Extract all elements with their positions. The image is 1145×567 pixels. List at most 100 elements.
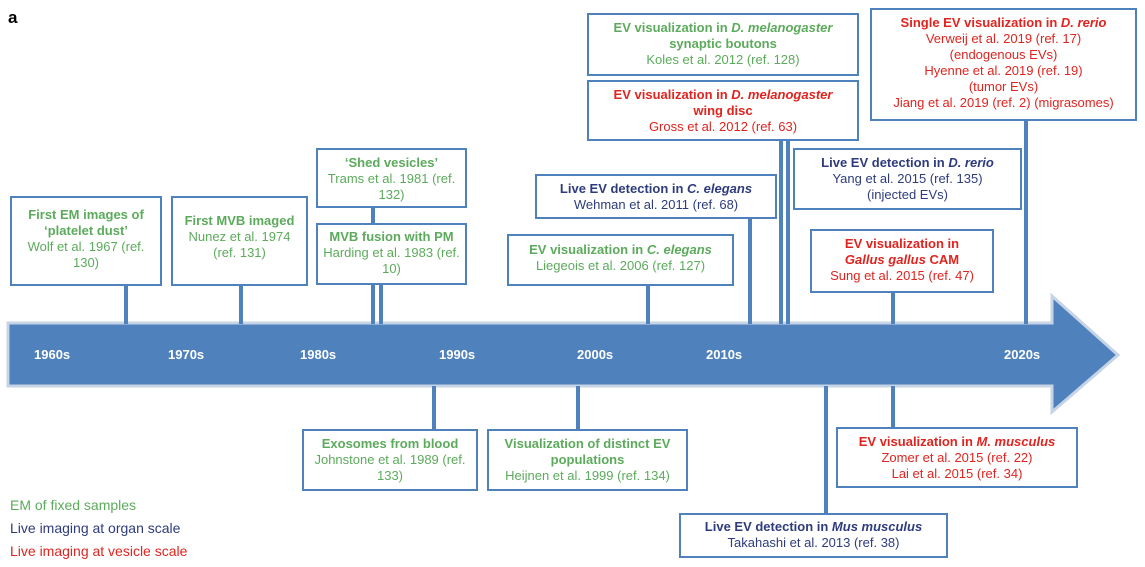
connector-2011 [748, 218, 752, 324]
decade-1990s: 1990s [439, 347, 476, 362]
event-box-2015-gallus: EV visualization in Gallus gallus CAM Su… [810, 229, 994, 293]
connector-1981-upper [371, 207, 375, 224]
event-box-1967: First EM images of ‘platelet dust’ Wolf … [10, 196, 162, 286]
connector-2015-gallus [891, 292, 895, 324]
connector-2012a [779, 140, 783, 324]
timeline-arrow-shape [6, 292, 1121, 416]
event-title-line2: synaptic boutons [669, 36, 777, 51]
event-box-2011: Live EV detection in C. elegans Wehman e… [535, 174, 777, 219]
event-title-species: C. elegans [687, 181, 753, 196]
event-title: EV visualization in D. melanogaster [593, 20, 853, 36]
event-box-2012-wing: EV visualization in D. melanogaster wing… [587, 80, 859, 141]
event-title-line2: wing disc [693, 103, 753, 118]
event-box-1989: Exosomes from blood Johnstone et al. 198… [302, 429, 478, 491]
decade-1960s: 1960s [34, 347, 71, 362]
event-title-species: D. rerio [1060, 15, 1107, 30]
event-citation: Yang et al. 2015 (ref. 135) [832, 171, 983, 186]
event-title: MVB fusion with PM [329, 229, 454, 244]
connector-1981 [371, 284, 375, 324]
event-box-1983: MVB fusion with PM Harding et al. 1983 (… [316, 223, 467, 285]
event-citation: Johnstone et al. 1989 (ref. 133) [314, 452, 466, 483]
event-box-2019: Single EV visualization in D. rerio Verw… [870, 8, 1137, 121]
decade-2000s: 2000s [577, 347, 614, 362]
legend-organ-scale: Live imaging at organ scale [10, 520, 181, 536]
event-title: Exosomes from blood [321, 436, 459, 451]
panel-label: a [8, 8, 18, 27]
event-title-text: Live EV detection in [704, 519, 832, 534]
connector-2012b [786, 140, 790, 324]
connector-2019 [1024, 120, 1028, 324]
event-title: EV visualization in D. melanogaster [593, 87, 853, 103]
event-citation: Koles et al. 2012 (ref. 128) [646, 52, 800, 67]
event-title: Single EV visualization in D. rerio [876, 15, 1131, 31]
event-citation: Nunez et al. 1974 (ref. 131) [188, 229, 291, 260]
event-title-text: EV visualization in [858, 434, 977, 449]
event-title-species: D. melanogaster [731, 87, 833, 102]
event-box-1981: ‘Shed vesicles’ Trams et al. 1981 (ref. … [316, 148, 467, 208]
event-title-species: M. musculus [976, 434, 1056, 449]
event-title-text: Live EV detection in [559, 181, 688, 196]
decade-2020s: 2020s [1004, 347, 1041, 362]
event-citation: Wehman et al. 2011 (ref. 68) [573, 197, 739, 212]
event-title-line2: Gallus gallus CAM [816, 252, 988, 268]
connector-1989 [432, 386, 436, 430]
event-title: Live EV detection in Mus musculus [685, 519, 942, 535]
event-title: EV visualization in [844, 236, 960, 251]
event-citation: Trams et al. 1981 (ref. 132) [327, 171, 456, 202]
connector-2013 [824, 386, 828, 514]
event-citation: Zomer et al. 2015 (ref. 22) [881, 450, 1033, 465]
event-title-text: CAM [925, 252, 960, 267]
event-title: Live EV detection in D. rerio [799, 155, 1016, 171]
legend-vesicle-scale: Live imaging at vesicle scale [10, 543, 188, 559]
event-title: First MVB imaged [184, 213, 295, 228]
event-box-2015-drerio: Live EV detection in D. rerio Yang et al… [793, 148, 1022, 210]
event-box-2012-synaptic: EV visualization in D. melanogaster syna… [587, 13, 859, 76]
connector-2015-mmus [891, 386, 895, 428]
event-citation: Liegeois et al. 2006 (ref. 127) [535, 258, 706, 273]
event-citation: Hyenne et al. 2019 (ref. 19) [924, 63, 1083, 78]
event-title: Live EV detection in C. elegans [541, 181, 771, 197]
event-title-species: Gallus gallus [844, 252, 926, 267]
event-box-2006: EV visualization in C. elegans Liegeois … [507, 234, 734, 286]
event-citation: Gross et al. 2012 (ref. 63) [648, 119, 798, 134]
event-title-text: Live EV detection in [821, 155, 949, 170]
event-title: ‘Shed vesicles’ [344, 155, 439, 170]
event-title-species: Mus musculus [831, 519, 923, 534]
event-title: EV visualization in M. musculus [842, 434, 1072, 450]
event-citation: Wolf et al. 1967 (ref. 130) [27, 239, 145, 270]
connector-2006 [646, 285, 650, 324]
event-title: First EM images of ‘platelet dust’ [28, 207, 144, 238]
event-citation: Jiang et al. 2019 (ref. 2) (migrasomes) [893, 95, 1114, 110]
event-citation: Harding et al. 1983 (ref. 10) [323, 245, 460, 276]
event-citation: Takahashi et al. 2013 (ref. 38) [727, 535, 900, 550]
event-citation: Verweij et al. 2019 (ref. 17) [925, 31, 1082, 46]
event-title-text: EV visualization in [529, 242, 647, 257]
event-title-species: D. rerio [948, 155, 994, 170]
event-box-1999: Visualization of distinct EV populations… [487, 429, 688, 491]
event-title-species: D. melanogaster [731, 20, 833, 35]
event-title-text: Single EV visualization in [900, 15, 1061, 30]
connector-1999 [576, 386, 580, 430]
event-title-species: C. elegans [646, 242, 712, 257]
event-box-1974: First MVB imaged Nunez et al. 1974 (ref.… [171, 196, 308, 286]
decade-2010s: 2010s [706, 347, 743, 362]
event-note: (tumor EVs) [968, 79, 1039, 94]
event-citation: Heijnen et al. 1999 (ref. 134) [505, 468, 670, 483]
connector-1967 [124, 284, 128, 324]
connector-1983 [379, 284, 383, 324]
decade-1980s: 1980s [300, 347, 337, 362]
event-title-text: EV visualization in [613, 87, 732, 102]
event-title: Visualization of distinct EV populations [504, 436, 671, 467]
event-title-text: EV visualization in [613, 20, 732, 35]
legend-em-fixed: EM of fixed samples [10, 497, 137, 513]
event-note: (endogenous EVs) [949, 47, 1058, 62]
connector-1974 [239, 284, 243, 324]
event-citation: Sung et al. 2015 (ref. 47) [830, 268, 974, 283]
event-box-2015-mmus: EV visualization in M. musculus Zomer et… [836, 427, 1078, 488]
event-citation: Lai et al. 2015 (ref. 34) [891, 466, 1023, 481]
decade-1970s: 1970s [168, 347, 205, 362]
event-title: EV visualization in C. elegans [513, 242, 728, 258]
event-box-2013: Live EV detection in Mus musculus Takaha… [679, 513, 948, 558]
event-note: (injected EVs) [867, 187, 948, 202]
